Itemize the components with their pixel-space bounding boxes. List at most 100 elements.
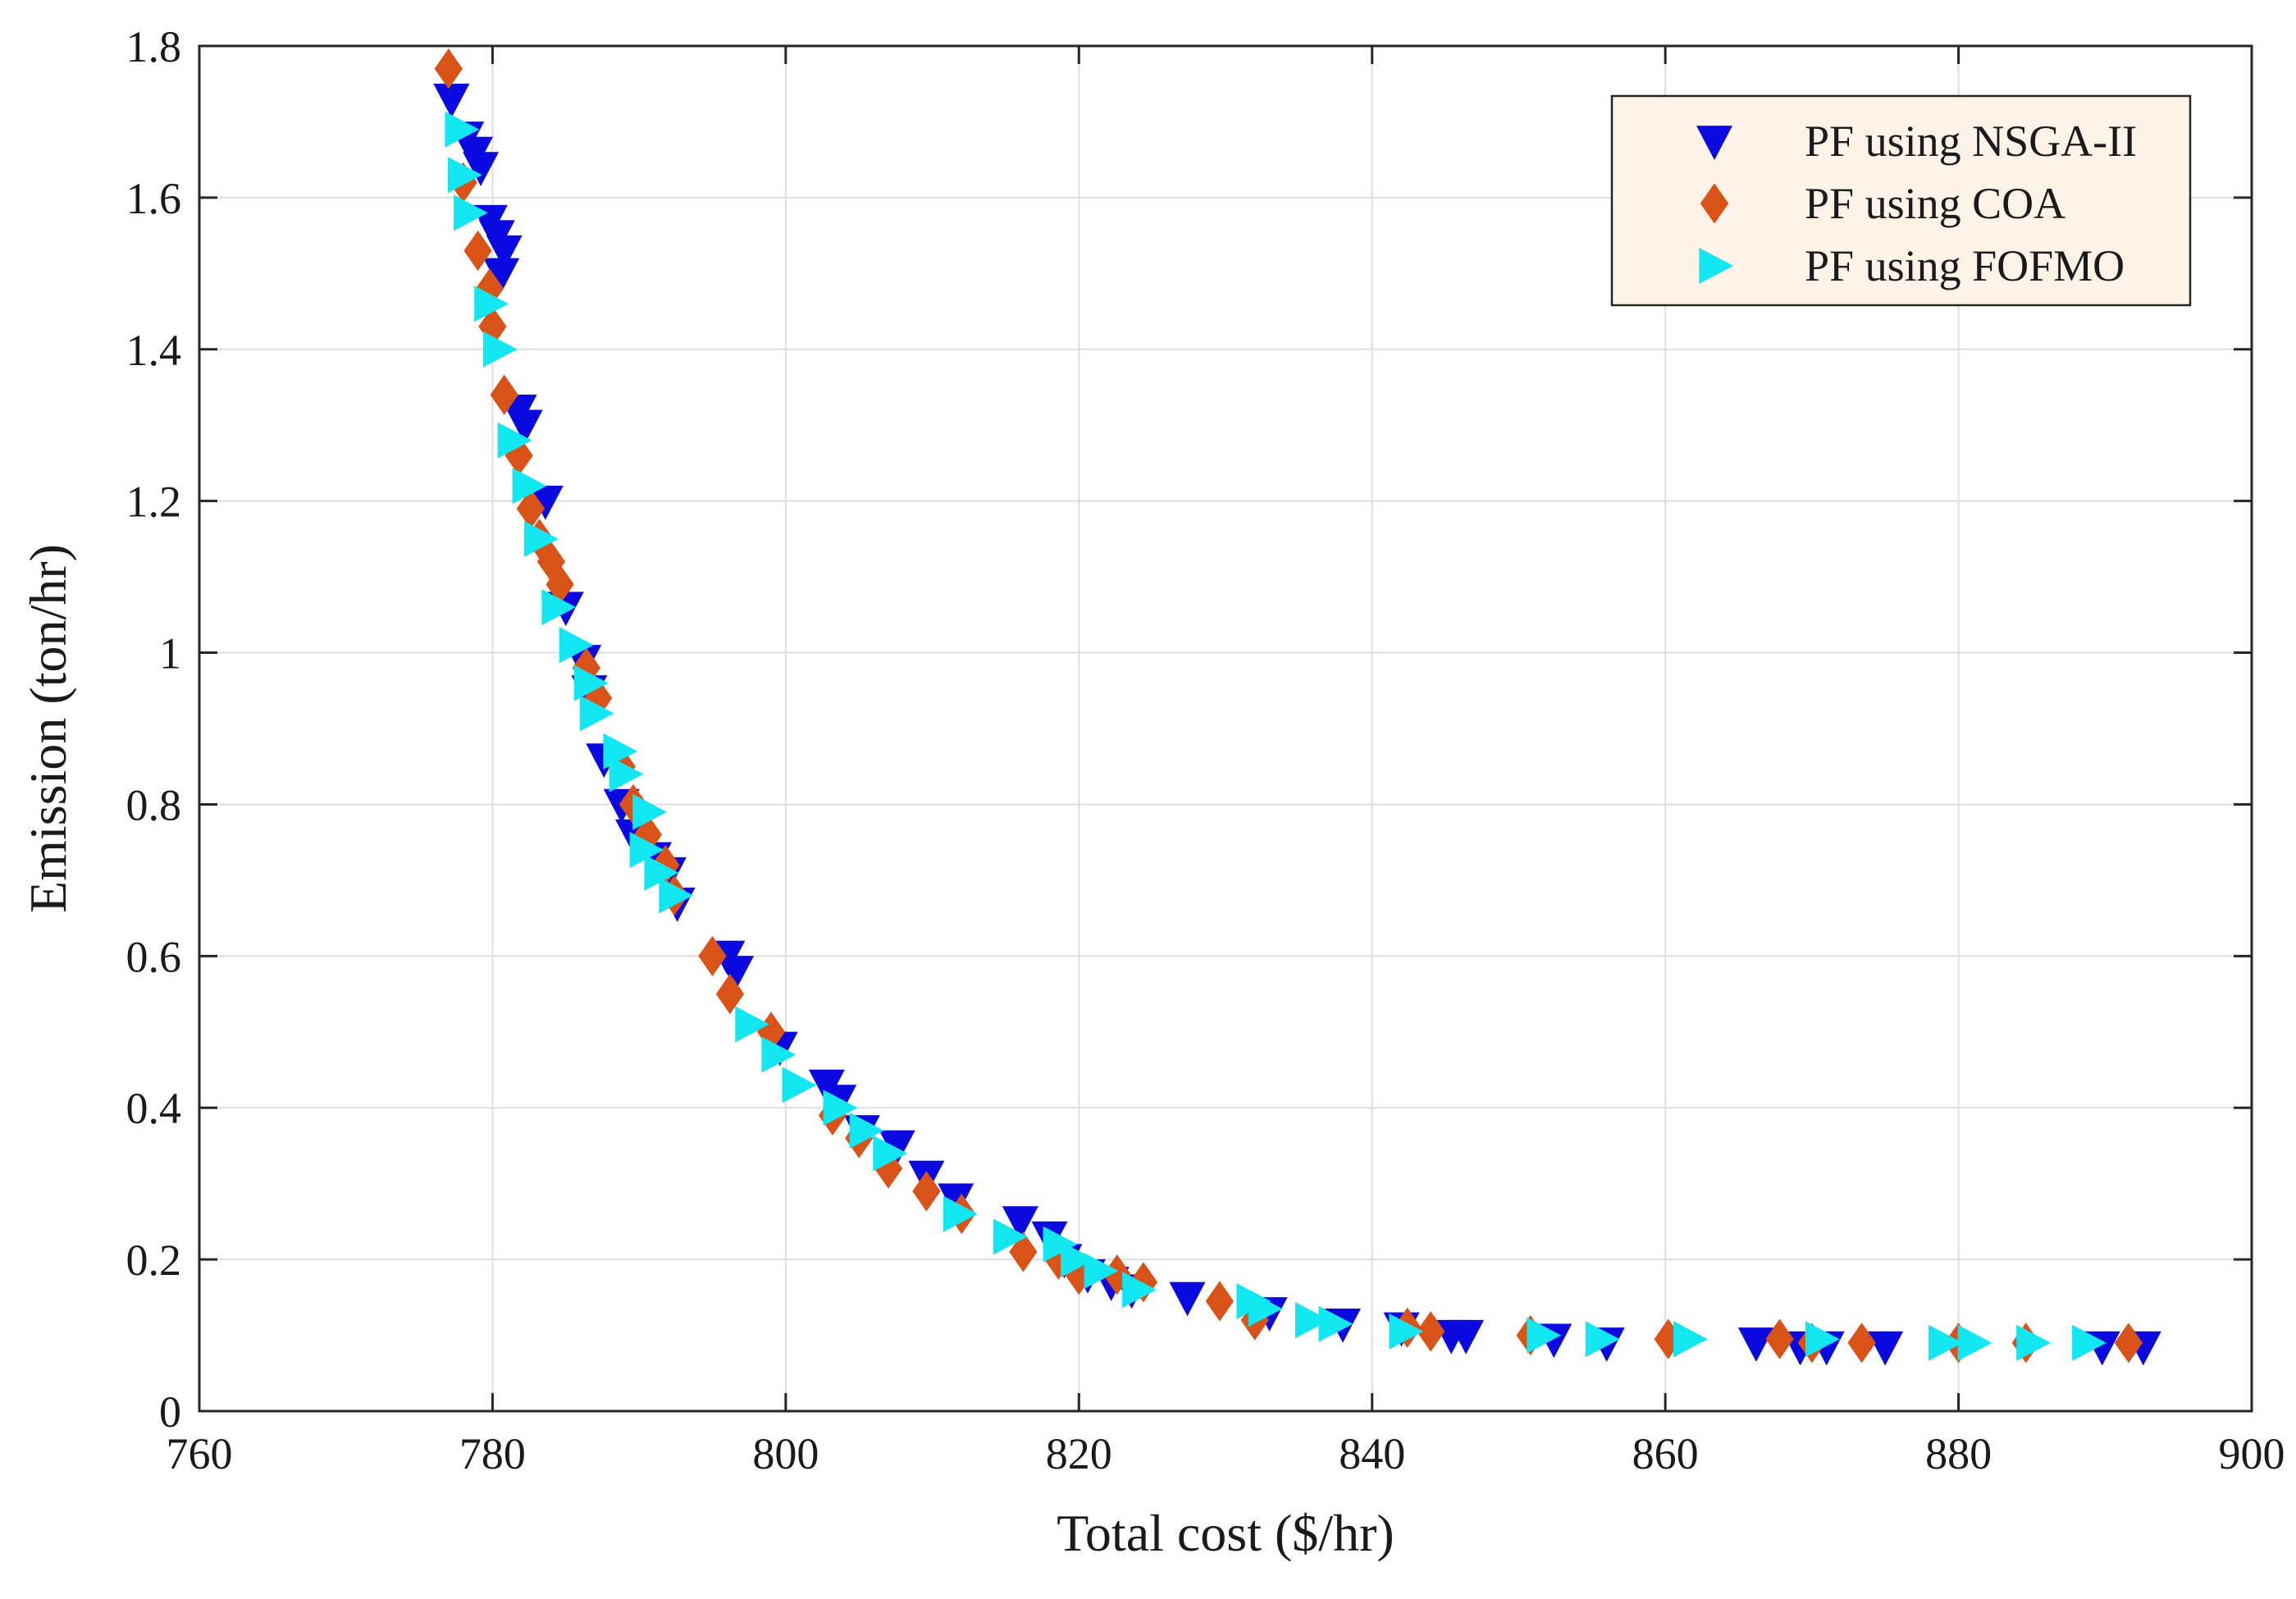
point-pf-using-coa (698, 935, 727, 976)
point-pf-using-fofmo (1389, 1313, 1424, 1350)
point-pf-using-fofmo (1295, 1302, 1330, 1339)
point-pf-using-fofmo (2016, 1324, 2051, 1361)
point-pf-using-fofmo (541, 589, 577, 626)
point-pf-using-coa (756, 1012, 786, 1053)
x-tick-label: 840 (1339, 1429, 1405, 1478)
x-tick-label: 860 (1632, 1429, 1699, 1478)
point-pf-using-coa (2114, 1323, 2143, 1364)
y-tick-label: 1.2 (126, 477, 182, 527)
point-pf-using-coa (536, 541, 566, 582)
point-pf-using-coa (1205, 1281, 1234, 1322)
point-pf-using-fofmo (1929, 1324, 1963, 1361)
y-tick-label: 0 (159, 1387, 181, 1437)
point-pf-using-fofmo (2072, 1324, 2107, 1361)
point-pf-using-fofmo (1805, 1321, 1840, 1358)
x-tick-label: 880 (1925, 1429, 1992, 1478)
point-pf-using-nsga-ii (527, 486, 564, 520)
point-pf-using-fofmo (1122, 1272, 1157, 1309)
legend: PF using NSGA-II PF using COA PF using FOF… (1610, 94, 2192, 307)
legend-label: PF using COA (1805, 179, 2065, 228)
point-pf-using-fofmo (559, 627, 594, 664)
point-pf-using-coa (912, 1171, 941, 1212)
y-tick-label: 1.6 (126, 174, 182, 223)
y-tick-label: 0.6 (126, 932, 182, 981)
point-pf-using-nsga-ii (1737, 1327, 1774, 1362)
point-pf-using-nsga-ii (938, 1183, 975, 1218)
point-pf-using-coa (516, 488, 545, 529)
point-pf-using-coa (545, 564, 574, 605)
point-pf-using-nsga-ii (1169, 1281, 1206, 1317)
point-pf-using-fofmo (632, 793, 667, 830)
legend-label: PF using FOFMO (1805, 241, 2125, 290)
point-pf-using-nsga-ii (718, 956, 755, 990)
point-pf-using-fofmo (454, 194, 488, 231)
point-pf-using-fofmo (497, 422, 532, 459)
point-pf-using-fofmo (1043, 1226, 1078, 1263)
point-pf-using-fofmo (573, 665, 609, 701)
point-pf-using-coa (572, 647, 600, 688)
legend-marker-triangle-right (1699, 248, 1734, 284)
legend-item: PF using NSGA-II (1696, 116, 2137, 166)
point-pf-using-fofmo (943, 1195, 978, 1232)
y-tick-label: 0.8 (126, 780, 182, 829)
point-pf-using-coa (1009, 1231, 1038, 1272)
point-pf-using-fofmo (644, 854, 679, 891)
point-pf-using-fofmo (761, 1036, 797, 1073)
point-pf-using-fofmo (1585, 1321, 1620, 1358)
x-axis-label: Total cost ($/hr) (1057, 1504, 1394, 1562)
point-pf-using-fofmo (1318, 1305, 1353, 1342)
point-pf-using-coa (504, 435, 533, 476)
x-tick-label: 820 (1046, 1429, 1112, 1478)
point-pf-using-coa (463, 231, 492, 272)
legend-marker-triangle-down (1696, 126, 1732, 161)
point-pf-using-coa (1417, 1311, 1445, 1352)
legend-label: PF using NSGA-II (1805, 116, 2137, 166)
point-pf-using-nsga-ii (1448, 1319, 1485, 1355)
point-pf-using-fofmo (474, 286, 509, 322)
series-3-points (445, 111, 2107, 1361)
y-tick-label: 1.8 (126, 22, 182, 71)
point-pf-using-fofmo (735, 1006, 770, 1043)
point-pf-using-coa (1765, 1318, 1794, 1359)
point-pf-using-nsga-ii (433, 84, 470, 118)
tick-labels: 760 780 800 820 840 860 880 900 0 0.2 0.4 0.6 0.8 1 1.… (126, 22, 2285, 1478)
point-pf-using-fofmo (482, 331, 518, 368)
point-pf-using-fofmo (1673, 1321, 1708, 1358)
point-pf-using-fofmo (659, 877, 694, 914)
point-pf-using-fofmo (445, 111, 480, 148)
x-tick-label: 760 (167, 1429, 233, 1478)
point-pf-using-nsga-ii (483, 258, 520, 293)
point-pf-using-nsga-ii (486, 235, 523, 270)
point-pf-using-fofmo (849, 1112, 884, 1149)
point-pf-using-fofmo (1248, 1291, 1283, 1327)
point-pf-using-fofmo (609, 756, 644, 793)
point-pf-using-fofmo (823, 1090, 858, 1126)
point-pf-using-fofmo (512, 468, 547, 505)
point-pf-using-coa (434, 48, 463, 89)
point-pf-using-nsga-ii (506, 409, 543, 445)
point-pf-using-fofmo (1061, 1241, 1095, 1278)
point-pf-using-coa (490, 374, 518, 415)
point-pf-using-fofmo (1527, 1317, 1562, 1354)
x-tick-label: 780 (459, 1429, 526, 1478)
data-points (433, 48, 2161, 1366)
point-pf-using-fofmo (1957, 1324, 1992, 1361)
plot-area-frame (198, 44, 2253, 1413)
y-tick-label: 1.4 (126, 326, 182, 375)
point-pf-using-coa (1654, 1318, 1682, 1359)
y-tick-label: 0.2 (126, 1236, 182, 1285)
point-pf-using-fofmo (448, 157, 482, 194)
point-pf-using-fofmo (993, 1218, 1028, 1255)
x-tick-label: 800 (752, 1429, 819, 1478)
point-pf-using-nsga-ii (1002, 1206, 1038, 1240)
legend-marker-diamond (1700, 183, 1729, 224)
point-pf-using-fofmo (579, 695, 614, 732)
point-pf-using-nsga-ii (1867, 1331, 1904, 1366)
point-pf-using-fofmo (1084, 1253, 1119, 1289)
point-pf-using-fofmo (782, 1067, 817, 1103)
point-pf-using-coa (715, 973, 745, 1015)
point-pf-using-nsga-ii (879, 1130, 915, 1165)
y-axis-label: Emission (ton/hr) (19, 544, 77, 913)
point-pf-using-coa (1847, 1323, 1876, 1364)
y-tick-label: 1 (159, 629, 181, 678)
